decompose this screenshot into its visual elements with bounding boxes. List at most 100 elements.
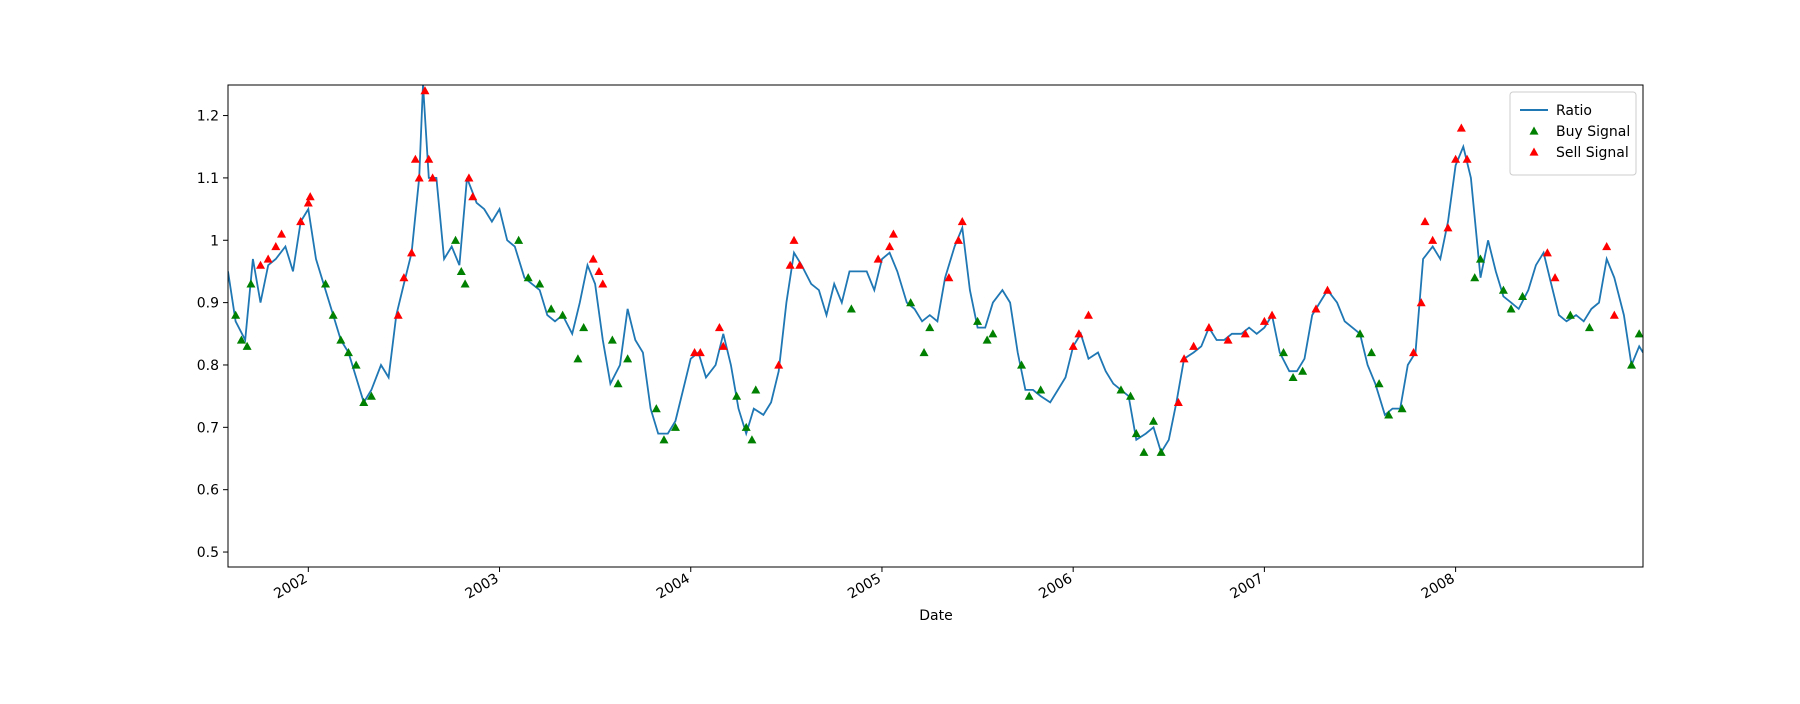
signal-marker bbox=[277, 229, 287, 238]
signal-marker bbox=[670, 422, 680, 431]
signal-marker bbox=[1223, 335, 1233, 344]
signal-marker bbox=[925, 323, 935, 332]
y-tick-label: 0.5 bbox=[197, 545, 219, 561]
signal-marker bbox=[1506, 304, 1516, 313]
signal-marker bbox=[242, 341, 252, 350]
signal-marker bbox=[1550, 273, 1560, 282]
signal-marker bbox=[451, 235, 461, 244]
signal-marker bbox=[407, 248, 417, 257]
signal-marker bbox=[321, 279, 331, 288]
signal-marker bbox=[256, 260, 266, 269]
signal-marker bbox=[1602, 241, 1612, 251]
signal-marker bbox=[613, 379, 623, 388]
signal-marker bbox=[1036, 385, 1046, 394]
signal-marker bbox=[774, 360, 784, 369]
signal-marker bbox=[1189, 341, 1199, 350]
signal-marker bbox=[973, 316, 983, 325]
x-tick-label: 2003 bbox=[463, 571, 502, 603]
signal-marker bbox=[1126, 391, 1136, 400]
signal-marker bbox=[271, 241, 281, 251]
signal-marker bbox=[1470, 273, 1480, 282]
signal-marker bbox=[1074, 329, 1084, 338]
legend-box bbox=[1509, 91, 1637, 176]
signal-marker bbox=[1148, 416, 1158, 425]
signal-marker bbox=[514, 235, 524, 244]
y-tick-label: 0.6 bbox=[197, 483, 219, 499]
signal-marker bbox=[1428, 235, 1438, 244]
signal-marker bbox=[246, 279, 256, 288]
signal-marker bbox=[1384, 410, 1394, 419]
signal-marker bbox=[795, 260, 805, 269]
signal-marker bbox=[1204, 323, 1214, 332]
signal-marker bbox=[1068, 341, 1078, 350]
signal-marker bbox=[1267, 310, 1277, 319]
signal-marker bbox=[1366, 348, 1376, 357]
x-tick-label: 2006 bbox=[1036, 571, 1075, 603]
signal-marker bbox=[1279, 348, 1289, 357]
y-tick-label: 1.2 bbox=[197, 109, 219, 125]
x-tick-label: 2005 bbox=[845, 571, 884, 603]
signal-marker bbox=[846, 304, 856, 313]
signal-marker bbox=[328, 310, 338, 319]
y-tick-label: 0.9 bbox=[197, 296, 219, 312]
signal-marker bbox=[785, 260, 795, 269]
signal-marker bbox=[1609, 310, 1619, 319]
signal-marker bbox=[1288, 372, 1298, 382]
signal-marker bbox=[336, 335, 346, 344]
signal-marker bbox=[236, 335, 246, 344]
x-tick-label: 2004 bbox=[654, 571, 693, 603]
signal-marker bbox=[718, 341, 728, 350]
signal-marker bbox=[741, 422, 751, 431]
signal-marker bbox=[659, 435, 669, 444]
signal-marker bbox=[399, 273, 409, 282]
signal-marker bbox=[523, 273, 533, 282]
signal-marker bbox=[751, 385, 761, 394]
x-axis-label: Date bbox=[919, 608, 952, 624]
signal-marker bbox=[695, 348, 705, 357]
signal-marker bbox=[594, 266, 604, 276]
y-tick-label: 0.8 bbox=[197, 358, 219, 374]
signal-marker bbox=[343, 348, 353, 357]
signal-marker bbox=[1156, 447, 1166, 456]
signal-marker bbox=[1443, 223, 1453, 232]
x-tick-label: 2008 bbox=[1419, 571, 1458, 603]
signal-marker bbox=[1409, 348, 1419, 357]
signal-marker bbox=[1451, 154, 1461, 163]
signal-marker bbox=[588, 254, 598, 263]
signal-marker bbox=[1240, 329, 1250, 338]
signal-marker bbox=[982, 335, 992, 344]
signal-marker bbox=[957, 217, 967, 226]
signal-marker bbox=[393, 310, 403, 319]
signal-marker bbox=[366, 391, 376, 400]
signal-marker bbox=[1173, 397, 1183, 406]
signal-marker bbox=[1498, 285, 1508, 294]
signal-marker bbox=[651, 404, 661, 413]
signal-marker bbox=[944, 273, 954, 282]
y-tick-label: 1.1 bbox=[197, 171, 219, 187]
ratio-line bbox=[228, 85, 1643, 455]
signal-marker bbox=[1456, 123, 1466, 132]
signal-marker bbox=[305, 192, 315, 201]
signal-marker bbox=[1374, 379, 1384, 388]
signal-marker bbox=[1259, 316, 1269, 325]
signal-marker bbox=[535, 279, 545, 288]
signal-marker bbox=[1420, 217, 1430, 226]
signal-marker bbox=[1565, 310, 1575, 319]
signal-marker bbox=[1322, 285, 1332, 294]
signal-marker bbox=[1116, 385, 1126, 394]
signal-marker bbox=[1024, 391, 1034, 400]
signal-marker bbox=[464, 173, 474, 182]
signal-marker bbox=[1584, 323, 1594, 332]
signal-marker bbox=[1311, 304, 1321, 313]
signal-marker bbox=[747, 435, 757, 444]
signal-marker bbox=[1518, 291, 1528, 300]
signal-marker bbox=[953, 235, 963, 244]
signal-marker bbox=[424, 154, 434, 163]
signal-marker bbox=[1355, 329, 1365, 338]
x-tick-label: 2002 bbox=[271, 571, 310, 603]
signal-marker bbox=[732, 391, 742, 400]
signal-marker bbox=[460, 279, 470, 288]
signal-marker bbox=[573, 354, 583, 363]
signal-marker bbox=[888, 229, 898, 238]
